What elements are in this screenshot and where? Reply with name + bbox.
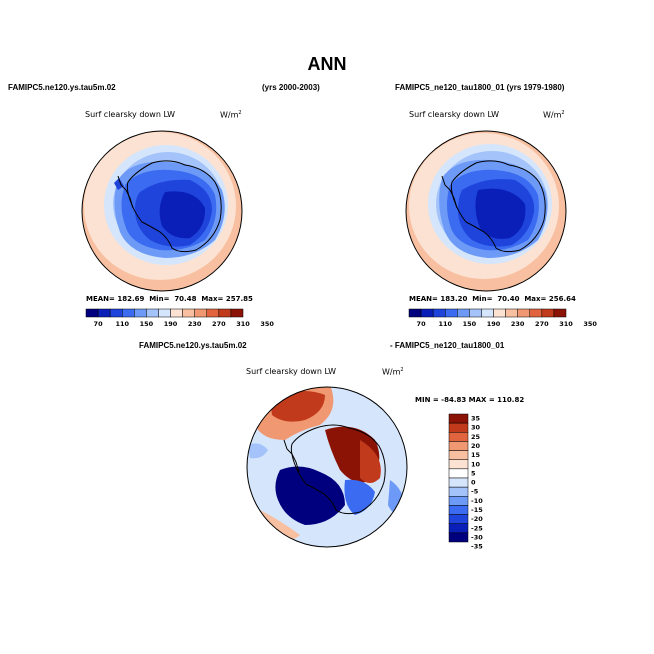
- colorbar-swatch: [448, 422, 469, 433]
- colorbar-swatch: [85, 308, 99, 318]
- colorbar-swatch: [146, 308, 159, 318]
- colorbar-swatch: [541, 308, 555, 318]
- colorbar-swatch: [448, 532, 469, 543]
- colorbar-swatch: [121, 308, 135, 318]
- colorbar-tick-label: -30: [471, 533, 483, 541]
- figure-title: ANN: [307, 54, 347, 74]
- left-case-title: FAMIPC5.ne120.ys.tau5m.02: [8, 83, 116, 92]
- colorbar-swatch: [134, 308, 147, 318]
- colorbar-swatch: [109, 308, 123, 318]
- colorbar-swatch: [448, 450, 469, 460]
- colorbar-swatch: [158, 308, 171, 318]
- colorbar-swatch: [408, 308, 422, 318]
- polar-map-right: [406, 131, 566, 291]
- colorbar-swatch: [444, 308, 458, 318]
- colorbar-tick-label: 310: [236, 320, 250, 328]
- colorbar-swatch: [448, 432, 469, 442]
- colorbar-tick-label: -15: [471, 506, 483, 514]
- right-units-label: W/m2: [543, 110, 565, 120]
- colorbar-tick-label: 70: [94, 320, 104, 328]
- left-stats: MEAN= 182.69 Min= 70.48 Max= 257.85: [86, 295, 253, 303]
- colorbar-swatch: [448, 477, 469, 488]
- colorbar-tick-label: 110: [115, 320, 129, 328]
- colorbar-swatch: [517, 308, 531, 318]
- colorbar-swatch: [448, 486, 469, 497]
- colorbar-tick-label: 10: [471, 460, 481, 468]
- diff-case-a: FAMIPC5.ne120.ys.tau5m.02: [139, 341, 247, 350]
- colorbar-tick-label: 150: [463, 320, 477, 328]
- diff-case-b: - FAMIPC5_ne120_tau1800_01: [390, 341, 505, 350]
- colorbar-swatch: [448, 459, 469, 470]
- left-variable-label: Surf clearsky down LW: [85, 110, 176, 119]
- colorbar-swatch: [170, 308, 183, 318]
- colorbar-tick-label: 190: [487, 320, 501, 328]
- colorbar-tick-label: 20: [471, 442, 481, 450]
- colorbar-swatch: [448, 468, 469, 479]
- colorbar-tick-label: 30: [471, 424, 481, 432]
- colorbar-tick-label: 230: [188, 320, 202, 328]
- colorbar-swatch: [448, 514, 469, 524]
- colorbar-swatch: [432, 308, 446, 318]
- colorbar-swatch: [457, 308, 470, 318]
- colorbar-swatch: [448, 413, 469, 424]
- colorbar-tick-label: -5: [471, 488, 479, 496]
- colorbar-swatch: [469, 308, 482, 318]
- colorbar-swatch: [194, 308, 208, 318]
- diff-units-label: W/m2: [382, 367, 404, 377]
- left-units-label: W/m2: [220, 110, 242, 120]
- colorbar-tick-label: 230: [511, 320, 525, 328]
- right-stats: MEAN= 183.20 Min= 70.40 Max= 256.64: [409, 295, 576, 303]
- right-case-title: FAMIPC5_ne120_tau1800_01 (yrs 1979-1980): [395, 83, 565, 92]
- colorbar-tick-label: 150: [140, 320, 154, 328]
- colorbar-tick-label: -20: [471, 515, 483, 523]
- colorbar-tick-label: 15: [471, 451, 481, 459]
- colorbar-tick-label: 190: [164, 320, 178, 328]
- colorbar-swatch: [448, 496, 469, 506]
- colorbar-swatch: [97, 308, 111, 318]
- colorbar-swatch: [448, 523, 469, 534]
- polar-map-diff: [247, 387, 407, 547]
- colorbar-swatch: [206, 308, 220, 318]
- diff-minmax: MIN = -84.83 MAX = 110.82: [415, 396, 525, 404]
- colorbar-swatch: [230, 308, 244, 318]
- colorbar-swatch: [529, 308, 543, 318]
- colorbar-tick-label: 70: [417, 320, 427, 328]
- colorbar-tick-label: 5: [471, 469, 476, 477]
- colorbar-swatch: [182, 308, 195, 318]
- colorbar-swatch: [481, 308, 494, 318]
- colorbar-swatch: [505, 308, 518, 318]
- colorbar-swatch: [448, 441, 469, 451]
- colorbar-tick-label: 350: [260, 320, 274, 328]
- colorbar-swatch: [218, 308, 232, 318]
- colorbar-swatch: [493, 308, 506, 318]
- colorbar-right: 70 110 150 190 230 270 310 350: [408, 308, 597, 328]
- polar-map-left: [82, 131, 242, 291]
- colorbar-tick-label: 0: [471, 479, 476, 487]
- left-years: (yrs 2000-2003): [262, 83, 320, 92]
- colorbar-swatch: [420, 308, 434, 318]
- colorbar-tick-label: 270: [535, 320, 549, 328]
- colorbar-left: 70 110 150 190 230 270 310 350: [85, 308, 274, 328]
- colorbar-tick-label: 35: [471, 415, 481, 423]
- colorbar-swatch: [448, 505, 469, 515]
- colorbar-tick-label: 270: [212, 320, 226, 328]
- colorbar-tick-label: -10: [471, 497, 483, 505]
- colorbar-tick-label: -25: [471, 524, 483, 532]
- colorbar-tick-label: 110: [438, 320, 452, 328]
- colorbar-tick-label: 310: [559, 320, 573, 328]
- colorbar-tick-label: 25: [471, 433, 481, 441]
- colorbar-tick-label: 350: [583, 320, 597, 328]
- right-variable-label: Surf clearsky down LW: [409, 110, 500, 119]
- colorbar-swatch: [553, 308, 567, 318]
- colorbar-tick-label: -35: [471, 543, 483, 551]
- diff-variable-label: Surf clearsky down LW: [246, 367, 337, 376]
